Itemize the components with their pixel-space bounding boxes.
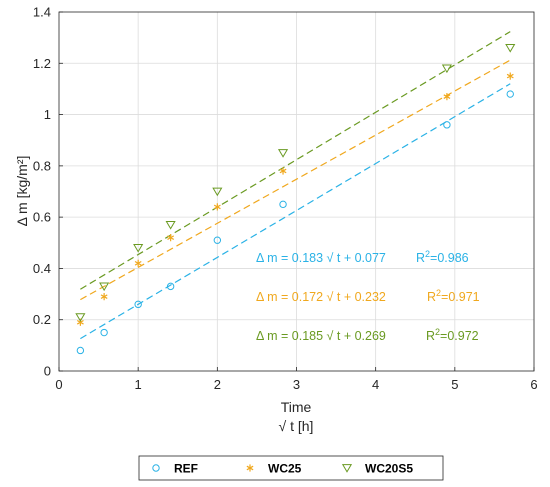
- asterisk-stroke: [213, 204, 221, 210]
- point-wc25: [213, 203, 221, 211]
- r2-wc25-label: R: [427, 290, 436, 304]
- y-tick-label: 0.2: [33, 312, 51, 327]
- point-wc20s5: [99, 282, 110, 292]
- point-wc20s5: [212, 187, 223, 197]
- point-wc25: [443, 93, 451, 101]
- asterisk-stroke: [506, 73, 514, 79]
- point-ref: [134, 300, 142, 309]
- fit-lines: [80, 31, 511, 340]
- fit-line-wc20s5: [80, 31, 511, 290]
- r2-wc25-superscript: 2: [436, 288, 441, 298]
- r2-ref-label: R: [416, 251, 425, 265]
- point-wc20s5: [165, 220, 176, 230]
- r2-wc20s5: R2=0.972: [426, 327, 479, 343]
- legend-label-ref: REF: [174, 462, 198, 476]
- r2-wc20s5-superscript: 2: [435, 327, 440, 337]
- fit-line-ref: [80, 83, 511, 340]
- x-tick-label: 1: [135, 377, 142, 392]
- point-wc25: [134, 259, 142, 267]
- legend-marker-wc20s5: [341, 464, 353, 473]
- legend-box: [138, 455, 444, 481]
- y-tick-label: 0: [44, 364, 51, 379]
- asterisk-stroke: [100, 294, 108, 299]
- r2-wc20s5-label: R: [426, 329, 435, 343]
- point-wc25: [76, 318, 84, 326]
- y-tick-label: 0.6: [33, 210, 51, 225]
- y-tick-label: 0.8: [33, 158, 51, 173]
- x-tick-label: 4: [372, 377, 379, 392]
- legend-marker-ref: [152, 464, 160, 472]
- r2-wc20s5-value: =0.972: [440, 329, 479, 343]
- r2-wc25: R2=0.971: [427, 288, 480, 304]
- x-axis-subtitle: √ t [h]: [279, 418, 314, 434]
- r2-ref-value: =0.986: [430, 251, 469, 265]
- asterisk-stroke: [246, 465, 254, 471]
- r2-ref-superscript: 2: [425, 249, 430, 259]
- fit-line-wc25: [80, 59, 511, 301]
- point-ref: [279, 200, 287, 209]
- x-tick-label: 3: [293, 377, 300, 392]
- x-tick-label: 2: [214, 377, 221, 392]
- fit-annotations: Δ m = 0.183 √ t + 0.077 R2=0.986 Δ m = 0…: [256, 249, 480, 343]
- point-wc25: [167, 234, 175, 242]
- x-tick-label: 0: [55, 377, 62, 392]
- x-tick-label: 5: [451, 377, 458, 392]
- point-ref: [506, 90, 514, 98]
- annotation-ref: Δ m = 0.183 √ t + 0.077: [256, 251, 386, 265]
- plot-frame: [58, 11, 535, 372]
- legend: REF WC25 WC20S5: [138, 455, 444, 481]
- asterisk-stroke: [167, 235, 175, 240]
- point-wc20s5: [505, 44, 516, 53]
- asterisk-stroke: [76, 319, 84, 325]
- y-tick-label: 1.4: [33, 5, 51, 20]
- legend-marker-wc25: [246, 464, 254, 472]
- data-points: [75, 44, 516, 355]
- point-ref: [443, 121, 451, 129]
- point-wc20s5: [277, 149, 289, 158]
- annotation-wc20s5: Δ m = 0.185 √ t + 0.269: [256, 329, 386, 343]
- y-tick-labels: 0 0.2 0.4 0.6 0.8 1 1.2 1.4: [33, 5, 51, 379]
- point-wc25: [506, 72, 514, 80]
- y-tick-label: 1.2: [33, 56, 51, 71]
- r2-wc25-value: =0.971: [441, 290, 480, 304]
- point-ref: [166, 282, 175, 291]
- point-ref: [76, 346, 85, 355]
- legend-label-wc20s5: WC20S5: [365, 462, 413, 476]
- asterisk-stroke: [134, 260, 142, 266]
- annotation-wc25: Δ m = 0.172 √ t + 0.232: [256, 290, 386, 304]
- legend-label-wc25: WC25: [268, 462, 302, 476]
- point-wc20s5: [75, 313, 86, 322]
- y-axis-title: Δ m [kg/m²]: [14, 156, 30, 227]
- point-ref: [100, 328, 108, 337]
- point-ref: [213, 236, 222, 244]
- x-axis-title: Time: [281, 399, 312, 415]
- point-wc25: [100, 293, 108, 301]
- x-tick-label: 6: [530, 377, 537, 392]
- y-tick-label: 0.4: [33, 261, 51, 276]
- x-tick-labels: 0 1 2 3 4 5 6: [55, 377, 537, 392]
- y-tick-label: 1: [44, 107, 51, 122]
- r2-ref: R2=0.986: [416, 249, 469, 265]
- asterisk-stroke: [279, 168, 287, 174]
- point-wc20s5: [441, 64, 452, 74]
- point-wc25: [279, 167, 287, 175]
- asterisk-stroke: [443, 94, 451, 99]
- point-wc20s5: [133, 244, 144, 253]
- grid-lines: [58, 11, 535, 372]
